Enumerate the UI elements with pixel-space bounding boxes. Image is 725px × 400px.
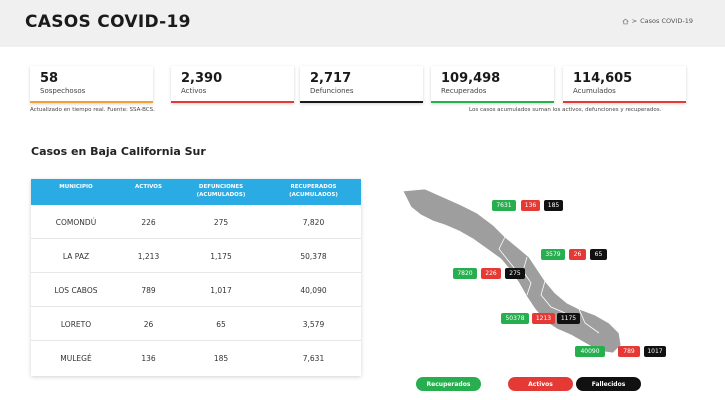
cell-recuperados: 40,090 bbox=[300, 286, 327, 295]
legend-recuperados[interactable]: Recuperados bbox=[416, 377, 481, 391]
stats-cards: 58 Sospechosos 2,390 Activos 2,717 Defun… bbox=[30, 66, 690, 104]
legend-fallecidos[interactable]: Fallecidos bbox=[576, 377, 641, 391]
table-row: COMONDÚ 226 275 7,820 bbox=[31, 205, 361, 239]
cell-recuperados: 3,579 bbox=[302, 320, 325, 329]
cell-defunciones: 275 bbox=[213, 218, 229, 227]
badge-recuperados: 40090 bbox=[575, 346, 605, 357]
breadcrumb-current: Casos COVID-19 bbox=[640, 17, 693, 25]
stat-value: 114,605 bbox=[573, 71, 633, 86]
cell-municipio: LORETO bbox=[60, 320, 92, 329]
cell-activos: 1,213 bbox=[137, 252, 160, 261]
column-header-recuperados: RECUPERADOS (ACUMULADOS) bbox=[289, 184, 338, 198]
badge-activos: 226 bbox=[481, 268, 501, 279]
cell-defunciones: 1,175 bbox=[210, 252, 232, 261]
cell-defunciones: 185 bbox=[213, 354, 229, 363]
section-title: Casos en Baja California Sur bbox=[31, 145, 206, 158]
map-shape[interactable] bbox=[395, 185, 685, 365]
cell-activos: 789 bbox=[141, 286, 156, 295]
cell-municipio: MULEGÉ bbox=[60, 354, 92, 363]
cell-activos: 136 bbox=[141, 354, 156, 363]
stat-label: Acumulados bbox=[573, 87, 616, 95]
stat-value: 58 bbox=[40, 71, 59, 86]
accumulated-note: Los casos acumulados suman los activos, … bbox=[469, 107, 662, 113]
breadcrumb-separator: > bbox=[631, 17, 638, 25]
stat-card-recuperados: 109,498 Recuperados bbox=[431, 66, 554, 103]
badge-recuperados: 7631 bbox=[492, 200, 516, 211]
home-icon[interactable] bbox=[622, 18, 629, 25]
table-row: LORETO 26 65 3,579 bbox=[31, 307, 361, 341]
badge-recuperados: 3579 bbox=[541, 249, 565, 260]
cell-defunciones: 65 bbox=[216, 320, 226, 329]
badge-fallecidos: 1175 bbox=[557, 313, 580, 324]
badge-activos: 136 bbox=[521, 200, 540, 211]
badge-recuperados: 50378 bbox=[501, 313, 529, 324]
cell-municipio: COMONDÚ bbox=[55, 218, 97, 227]
badge-fallecidos: 185 bbox=[544, 200, 563, 211]
stat-card-defunciones: 2,717 Defunciones bbox=[300, 66, 423, 103]
breadcrumb: > Casos COVID-19 bbox=[622, 17, 693, 25]
column-header-municipio: MUNICIPIO bbox=[59, 184, 93, 190]
cell-municipio: LA PAZ bbox=[62, 252, 90, 261]
stat-value: 2,717 bbox=[310, 71, 352, 86]
cell-recuperados: 7,631 bbox=[302, 354, 325, 363]
stat-value: 2,390 bbox=[181, 71, 223, 86]
cell-activos: 26 bbox=[143, 320, 154, 329]
column-header-defunciones: DEFUNCIONES (ACUMULADOS) bbox=[196, 184, 246, 198]
cell-municipio: LOS CABOS bbox=[54, 286, 98, 295]
stat-value: 109,498 bbox=[441, 71, 501, 86]
cell-recuperados: 50,378 bbox=[300, 252, 327, 261]
column-header-activos: ACTIVOS bbox=[135, 184, 162, 190]
badge-activos: 26 bbox=[569, 249, 586, 260]
stat-label: Defunciones bbox=[310, 87, 354, 95]
badge-recuperados: 7820 bbox=[453, 268, 477, 279]
stat-label: Sospechosos bbox=[40, 87, 86, 95]
legend-activos[interactable]: Activos bbox=[508, 377, 573, 391]
baja-california-sur-map: 7631 136 185 3579 26 65 7820 226 275 503… bbox=[395, 185, 685, 365]
table-row: MULEGÉ 136 185 7,631 bbox=[31, 341, 361, 375]
badge-fallecidos: 1017 bbox=[644, 346, 666, 357]
badge-activos: 789 bbox=[618, 346, 640, 357]
cell-activos: 226 bbox=[141, 218, 156, 227]
table-row: LOS CABOS 789 1,017 40,090 bbox=[31, 273, 361, 307]
top-bar: CASOS COVID-19 > Casos COVID-19 bbox=[0, 0, 725, 47]
stat-card-acumulados: 114,605 Acumulados bbox=[563, 66, 686, 103]
update-note: Actualizado en tiempo real. Fuente: SSA-… bbox=[30, 107, 155, 113]
table-header: MUNICIPIO ACTIVOS DEFUNCIONES (ACUMULADO… bbox=[31, 179, 361, 205]
cell-defunciones: 1,017 bbox=[210, 286, 232, 295]
stat-card-sospechosos: 58 Sospechosos bbox=[30, 66, 153, 103]
page-title: CASOS COVID-19 bbox=[25, 12, 191, 32]
municipios-table: MUNICIPIO ACTIVOS DEFUNCIONES (ACUMULADO… bbox=[31, 179, 361, 376]
stat-label: Recuperados bbox=[441, 87, 487, 95]
badge-fallecidos: 275 bbox=[505, 268, 525, 279]
table-row: LA PAZ 1,213 1,175 50,378 bbox=[31, 239, 361, 273]
stat-card-activos: 2,390 Activos bbox=[171, 66, 294, 103]
badge-fallecidos: 65 bbox=[590, 249, 607, 260]
stat-label: Activos bbox=[181, 87, 207, 95]
badge-activos: 1213 bbox=[532, 313, 555, 324]
cell-recuperados: 7,820 bbox=[302, 218, 325, 227]
